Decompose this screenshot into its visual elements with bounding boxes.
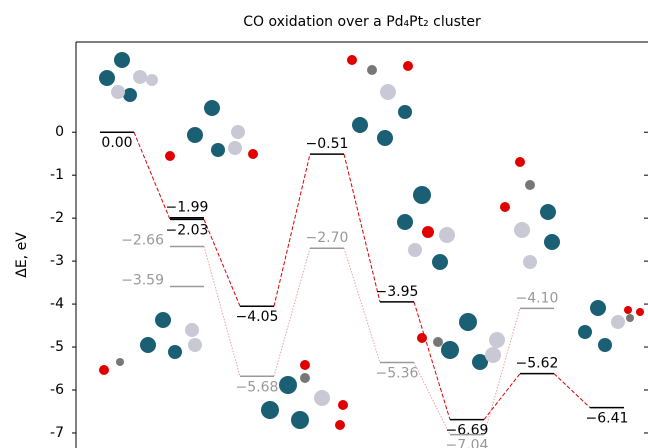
value-label: −6.41 bbox=[586, 411, 629, 427]
connector bbox=[483, 308, 521, 435]
y-tick-label: -5 bbox=[50, 339, 64, 355]
value-label: −2.03 bbox=[166, 222, 209, 238]
value-label: −3.95 bbox=[376, 284, 419, 300]
value-label: −2.66 bbox=[121, 233, 164, 249]
y-tick-label: -1 bbox=[50, 167, 64, 183]
value-label: −2.70 bbox=[306, 230, 349, 246]
y-tick-label: -2 bbox=[50, 210, 64, 226]
value-label: −1.99 bbox=[166, 200, 209, 216]
y-axis-label: ΔE, eV bbox=[14, 232, 30, 278]
molecule bbox=[578, 300, 644, 352]
connector bbox=[273, 154, 311, 307]
value-label: −3.59 bbox=[121, 272, 164, 288]
value-label: 0.00 bbox=[101, 135, 132, 151]
molecules bbox=[99, 52, 644, 430]
molecule bbox=[165, 100, 258, 161]
y-tick-label: -3 bbox=[50, 253, 64, 269]
molecule bbox=[500, 157, 560, 269]
chart-title: CO oxidation over a Pd₄Pt₂ cluster bbox=[243, 14, 481, 30]
value-label: −7.04 bbox=[446, 438, 489, 448]
value-label: −4.10 bbox=[516, 290, 559, 306]
y-tick-label: -7 bbox=[50, 425, 64, 441]
y-tick-label: -6 bbox=[50, 382, 64, 398]
connector bbox=[413, 362, 451, 435]
value-label: −4.05 bbox=[236, 309, 279, 325]
connector bbox=[273, 248, 311, 377]
connector bbox=[343, 154, 381, 303]
molecule bbox=[397, 186, 455, 270]
connector bbox=[553, 373, 591, 408]
y-tick-label: 0 bbox=[55, 124, 64, 140]
value-label: −5.68 bbox=[236, 379, 279, 395]
connector bbox=[203, 219, 241, 307]
value-label: −6.69 bbox=[446, 423, 489, 439]
value-label: −0.51 bbox=[306, 136, 349, 152]
molecule bbox=[99, 52, 158, 102]
connector bbox=[413, 301, 451, 420]
molecule bbox=[99, 312, 202, 375]
molecule bbox=[347, 55, 413, 146]
value-label: −5.36 bbox=[376, 366, 419, 382]
connector bbox=[133, 132, 171, 220]
connector bbox=[343, 248, 381, 363]
molecule bbox=[417, 313, 505, 370]
connector bbox=[483, 373, 521, 420]
molecule bbox=[261, 360, 348, 430]
y-tick-label: -4 bbox=[50, 296, 64, 312]
value-label: −5.62 bbox=[516, 356, 559, 372]
connector bbox=[203, 246, 241, 377]
